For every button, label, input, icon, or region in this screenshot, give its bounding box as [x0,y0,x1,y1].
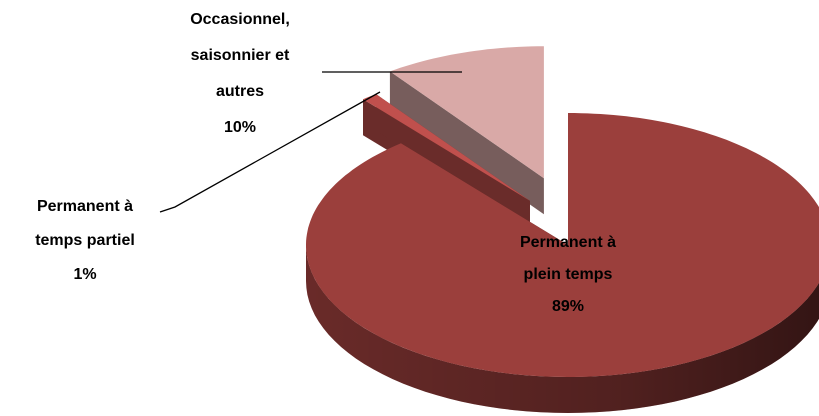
label-line: Permanent à [520,234,616,251]
label-line: autres [216,83,264,100]
category-label: Occasionnel, saisonnier et autres [190,11,290,100]
pie-slice [389,46,544,215]
slice-top [363,94,530,201]
data-label: Occasionnel, saisonnier et autres 10% [190,11,290,136]
label-line: Permanent à [37,198,133,215]
label-line: Occasionnel, [190,11,290,28]
label-line: temps partiel [35,232,135,249]
slice-side-shade [306,245,819,413]
slice-top [389,46,544,179]
category-label: Permanent à plein temps [520,234,616,283]
value-label: 1% [73,266,96,283]
data-label: Permanent à plein temps 89% [520,234,616,315]
slice-wall [389,71,544,215]
category-label: Permanent à temps partiel [35,198,135,249]
label-line: saisonnier et [191,47,290,64]
value-label: 89% [552,298,584,315]
pie-slice [306,113,819,413]
label-line: plein temps [524,266,613,283]
slice-top [306,113,819,377]
data-label: Permanent à temps partiel 1% [35,198,135,283]
value-label: 10% [224,119,256,136]
leader-line [159,91,381,213]
